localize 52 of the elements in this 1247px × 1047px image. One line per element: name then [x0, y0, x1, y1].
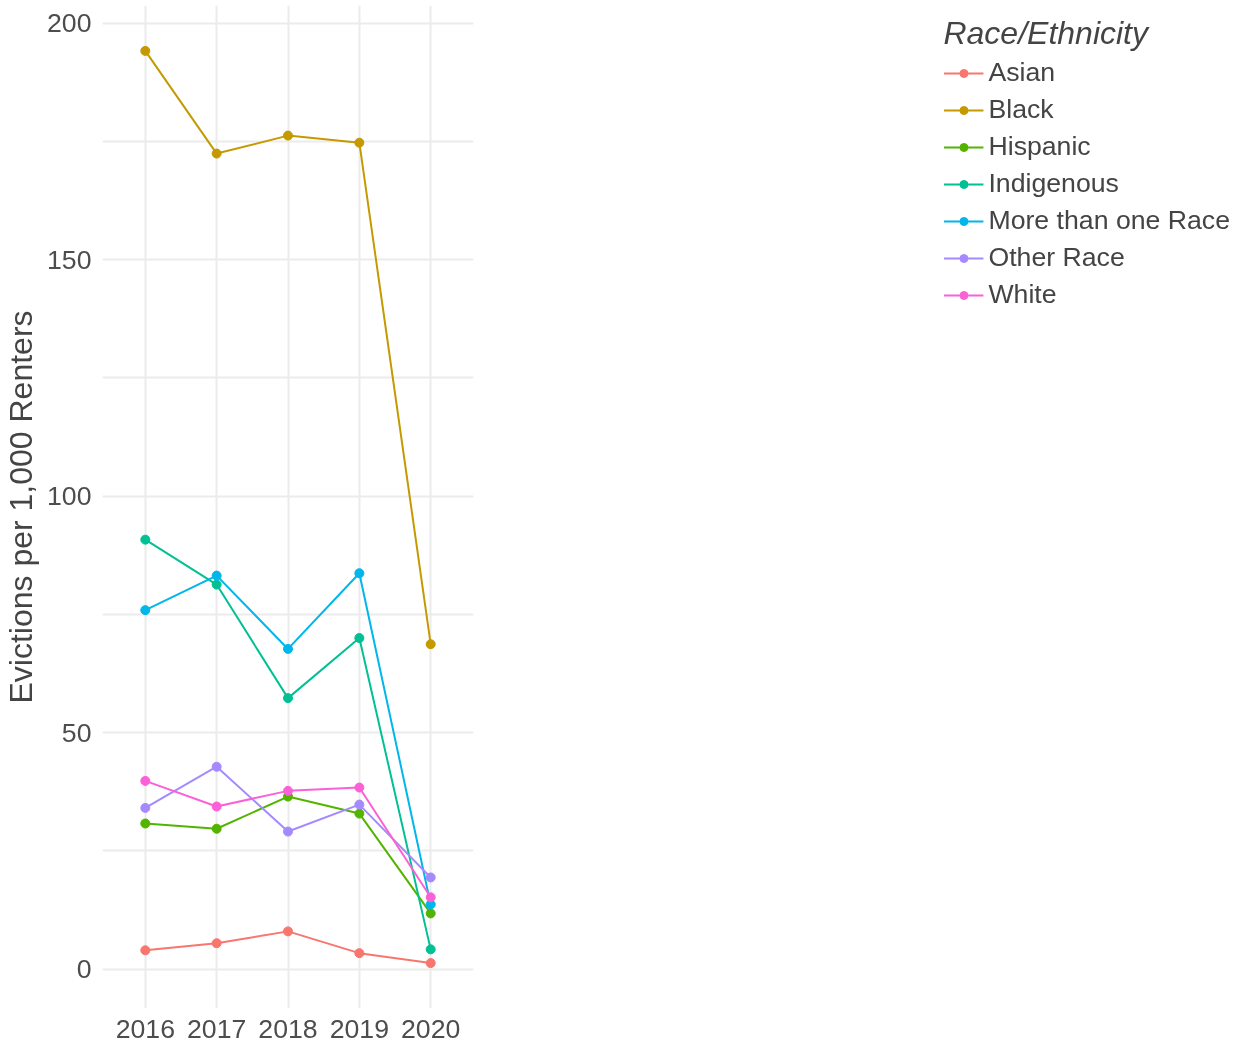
legend-label: Indigenous: [988, 168, 1119, 199]
point: [140, 534, 151, 545]
y-tick-label: 50: [61, 717, 92, 748]
x-tick-label: 2017: [187, 1013, 247, 1044]
point: [354, 633, 365, 644]
y-tick-label: 150: [47, 244, 92, 275]
legend-title: Race/Ethnicity: [943, 15, 1151, 52]
y-tick-label: 100: [47, 481, 92, 512]
point: [283, 693, 293, 704]
y-tick-label: 200: [47, 8, 92, 39]
point: [211, 823, 222, 834]
y-axis-title: Evictions per 1,000 Renters: [3, 310, 40, 704]
point: [211, 579, 222, 590]
legend-label: Hispanic: [988, 131, 1091, 162]
point: [211, 761, 222, 772]
legend-label: Asian: [988, 57, 1056, 88]
legend-label: More than one Race: [988, 205, 1230, 236]
point: [425, 908, 436, 919]
point: [425, 872, 436, 883]
point: [140, 605, 151, 616]
point: [140, 45, 151, 56]
point: [354, 782, 365, 793]
x-tick-label: 2016: [115, 1013, 175, 1044]
legend-label: White: [988, 279, 1057, 310]
point: [425, 958, 436, 969]
point: [140, 802, 151, 813]
point: [283, 785, 293, 796]
point: [283, 826, 293, 837]
point: [354, 948, 365, 959]
point: [211, 801, 222, 812]
point: [425, 892, 436, 903]
legend-label: Other Race: [988, 242, 1125, 273]
point: [283, 643, 293, 654]
point: [283, 926, 293, 937]
point: [140, 775, 151, 786]
point: [140, 945, 151, 956]
y-tick-label: 0: [76, 954, 92, 985]
point: [354, 808, 365, 819]
point: [211, 570, 222, 581]
x-tick-label: 2018: [258, 1013, 318, 1044]
point: [140, 818, 151, 829]
point: [211, 938, 222, 949]
x-tick-label: 2020: [401, 1013, 461, 1044]
point: [425, 944, 436, 955]
point: [425, 639, 436, 650]
point: [354, 137, 365, 148]
point: [211, 148, 222, 159]
point: [354, 568, 365, 579]
legend-label: Black: [988, 94, 1054, 125]
point: [283, 130, 293, 141]
point: [354, 799, 365, 810]
x-tick-label: 2019: [329, 1013, 390, 1044]
